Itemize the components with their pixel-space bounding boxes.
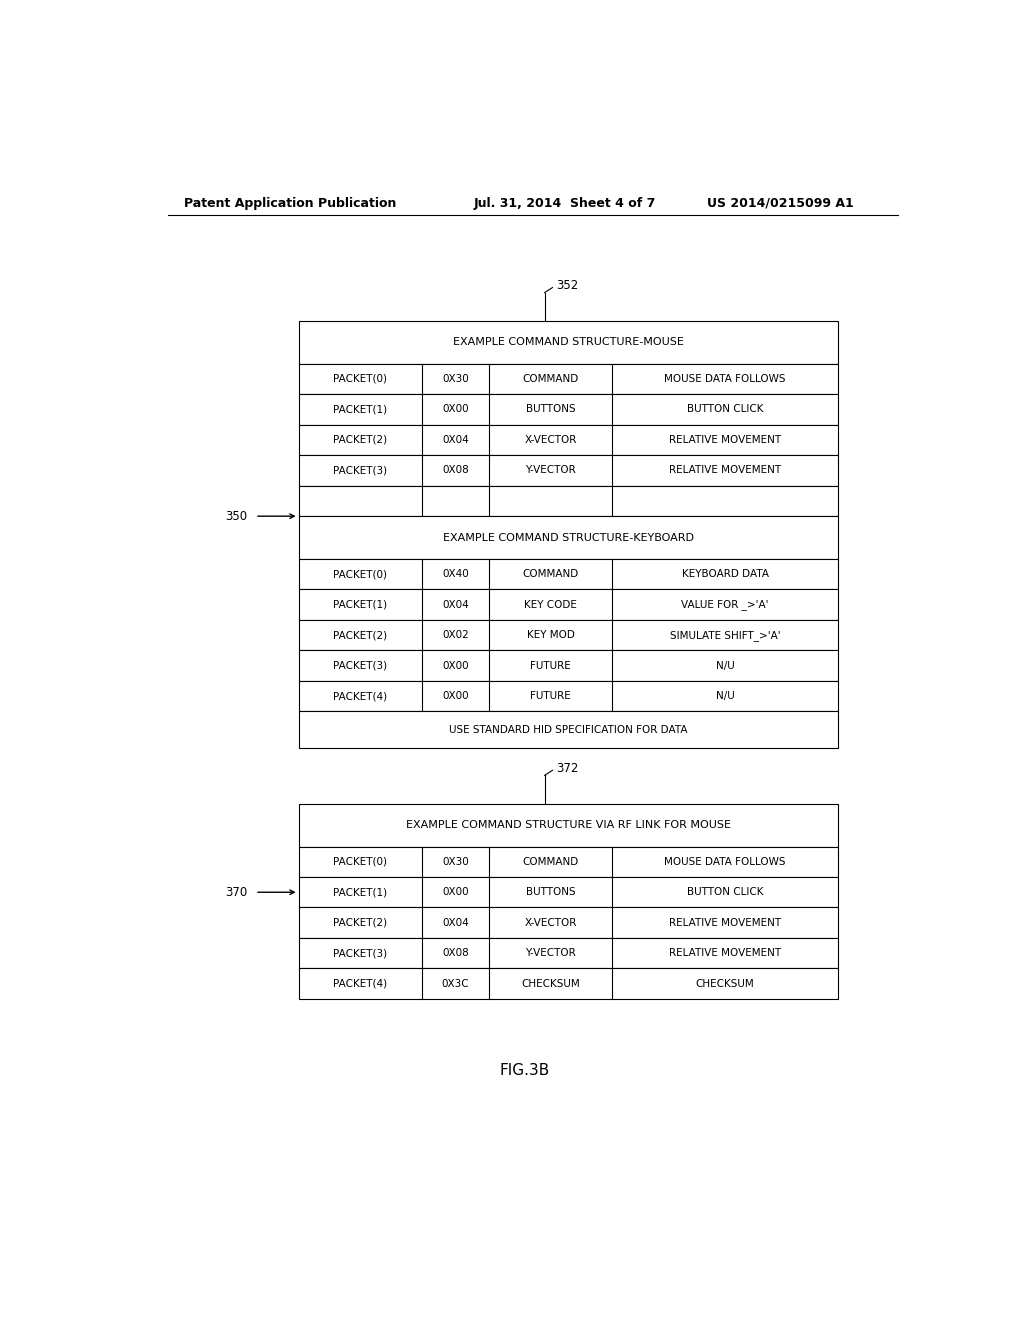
- Bar: [299, 620, 839, 651]
- Text: N/U: N/U: [716, 692, 734, 701]
- Bar: [299, 711, 839, 748]
- Text: MOUSE DATA FOLLOWS: MOUSE DATA FOLLOWS: [665, 374, 786, 384]
- Text: COMMAND: COMMAND: [522, 569, 579, 579]
- Text: X-VECTOR: X-VECTOR: [524, 917, 577, 928]
- Text: COMMAND: COMMAND: [522, 857, 579, 867]
- Bar: [299, 425, 839, 455]
- Text: 0X30: 0X30: [442, 857, 469, 867]
- Text: RELATIVE MOVEMENT: RELATIVE MOVEMENT: [669, 917, 781, 928]
- Text: KEY MOD: KEY MOD: [526, 630, 574, 640]
- Text: 0X04: 0X04: [442, 917, 469, 928]
- Text: Jul. 31, 2014  Sheet 4 of 7: Jul. 31, 2014 Sheet 4 of 7: [473, 197, 655, 210]
- Text: EXAMPLE COMMAND STRUCTURE-KEYBOARD: EXAMPLE COMMAND STRUCTURE-KEYBOARD: [443, 532, 694, 543]
- Text: PACKET(3): PACKET(3): [333, 948, 387, 958]
- Text: 0X08: 0X08: [442, 466, 469, 475]
- Bar: [299, 969, 839, 999]
- Text: BUTTON CLICK: BUTTON CLICK: [687, 887, 764, 898]
- Text: 370: 370: [225, 886, 247, 899]
- Text: CHECKSUM: CHECKSUM: [696, 978, 755, 989]
- Text: Y-VECTOR: Y-VECTOR: [525, 466, 575, 475]
- Bar: [299, 939, 839, 969]
- Text: MOUSE DATA FOLLOWS: MOUSE DATA FOLLOWS: [665, 857, 786, 867]
- Text: PACKET(4): PACKET(4): [333, 978, 387, 989]
- Text: PACKET(1): PACKET(1): [333, 887, 387, 898]
- Text: 0X40: 0X40: [442, 569, 469, 579]
- Bar: [299, 395, 839, 425]
- Text: X-VECTOR: X-VECTOR: [524, 436, 577, 445]
- Bar: [299, 558, 839, 589]
- Text: PACKET(0): PACKET(0): [333, 374, 387, 384]
- Text: 350: 350: [225, 510, 247, 523]
- Bar: [299, 321, 839, 364]
- Text: 0X04: 0X04: [442, 599, 469, 610]
- Text: N/U: N/U: [716, 660, 734, 671]
- Text: 352: 352: [557, 279, 579, 292]
- Text: SIMULATE SHIFT_>'A': SIMULATE SHIFT_>'A': [670, 630, 780, 640]
- Bar: [299, 364, 839, 395]
- Text: 0X04: 0X04: [442, 436, 469, 445]
- Text: 372: 372: [557, 762, 579, 775]
- Text: BUTTONS: BUTTONS: [525, 404, 575, 414]
- Text: 0X00: 0X00: [442, 887, 469, 898]
- Text: 0X02: 0X02: [442, 630, 469, 640]
- Text: PACKET(1): PACKET(1): [333, 599, 387, 610]
- Text: PACKET(3): PACKET(3): [333, 466, 387, 475]
- Text: BUTTON CLICK: BUTTON CLICK: [687, 404, 764, 414]
- Text: 0X30: 0X30: [442, 374, 469, 384]
- Text: COMMAND: COMMAND: [522, 374, 579, 384]
- Text: PACKET(4): PACKET(4): [333, 692, 387, 701]
- Text: FUTURE: FUTURE: [530, 660, 571, 671]
- Text: CHECKSUM: CHECKSUM: [521, 978, 580, 989]
- Bar: [299, 589, 839, 620]
- Bar: [299, 846, 839, 876]
- Text: Y-VECTOR: Y-VECTOR: [525, 948, 575, 958]
- Text: US 2014/0215099 A1: US 2014/0215099 A1: [708, 197, 854, 210]
- Text: VALUE FOR _>'A': VALUE FOR _>'A': [681, 599, 769, 610]
- Text: RELATIVE MOVEMENT: RELATIVE MOVEMENT: [669, 436, 781, 445]
- Text: FUTURE: FUTURE: [530, 692, 571, 701]
- Text: USE STANDARD HID SPECIFICATION FOR DATA: USE STANDARD HID SPECIFICATION FOR DATA: [450, 725, 688, 735]
- Bar: [299, 681, 839, 711]
- Bar: [299, 651, 839, 681]
- Bar: [299, 804, 839, 846]
- Text: 0X3C: 0X3C: [441, 978, 469, 989]
- Text: 0X00: 0X00: [442, 404, 469, 414]
- Text: RELATIVE MOVEMENT: RELATIVE MOVEMENT: [669, 948, 781, 958]
- Text: FIG.3B: FIG.3B: [500, 1063, 550, 1077]
- Text: PACKET(0): PACKET(0): [333, 857, 387, 867]
- Text: EXAMPLE COMMAND STRUCTURE-MOUSE: EXAMPLE COMMAND STRUCTURE-MOUSE: [453, 338, 684, 347]
- Text: Patent Application Publication: Patent Application Publication: [183, 197, 396, 210]
- Bar: [299, 486, 839, 516]
- Text: 0X00: 0X00: [442, 660, 469, 671]
- Text: PACKET(0): PACKET(0): [333, 569, 387, 579]
- Bar: [299, 516, 839, 558]
- Text: BUTTONS: BUTTONS: [525, 887, 575, 898]
- Text: PACKET(3): PACKET(3): [333, 660, 387, 671]
- Bar: [299, 876, 839, 907]
- Text: PACKET(1): PACKET(1): [333, 404, 387, 414]
- Text: PACKET(2): PACKET(2): [333, 436, 387, 445]
- Text: PACKET(2): PACKET(2): [333, 630, 387, 640]
- Text: KEYBOARD DATA: KEYBOARD DATA: [682, 569, 769, 579]
- Text: 0X08: 0X08: [442, 948, 469, 958]
- Text: RELATIVE MOVEMENT: RELATIVE MOVEMENT: [669, 466, 781, 475]
- Text: KEY CODE: KEY CODE: [524, 599, 578, 610]
- Text: 0X00: 0X00: [442, 692, 469, 701]
- Bar: [299, 455, 839, 486]
- Text: PACKET(2): PACKET(2): [333, 917, 387, 928]
- Text: EXAMPLE COMMAND STRUCTURE VIA RF LINK FOR MOUSE: EXAMPLE COMMAND STRUCTURE VIA RF LINK FO…: [406, 820, 731, 830]
- Bar: [299, 907, 839, 939]
